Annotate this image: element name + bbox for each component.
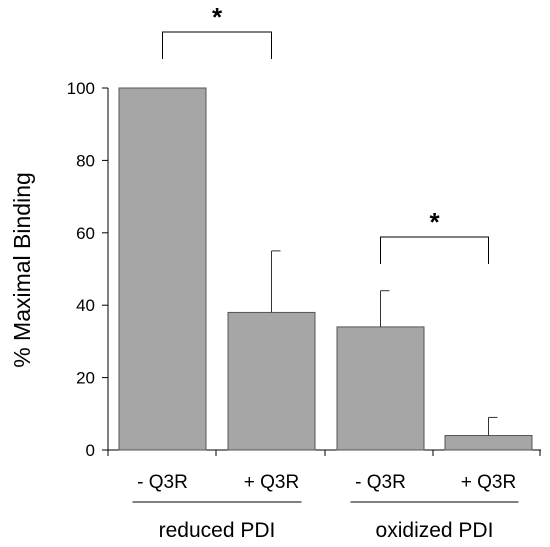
bar: [336, 326, 425, 451]
error-bars: [271, 250, 498, 436]
y-tick-label: 80: [76, 151, 95, 170]
group-label: oxidized PDI: [376, 519, 494, 542]
y-tick-label: 0: [86, 441, 95, 460]
x-tick-label: + Q3R: [461, 472, 516, 493]
y-tick-label: 20: [76, 369, 95, 388]
axes: 0 20 40 60 80 100: [67, 79, 541, 460]
bar: [227, 311, 316, 451]
group-labels: reduced PDI oxidized PDI: [132, 501, 519, 542]
x-tick-label: - Q3R: [355, 472, 406, 493]
y-axis-label: % Maximal Binding: [9, 172, 35, 368]
category-labels: - Q3R + Q3R - Q3R + Q3R: [137, 472, 516, 493]
significance-markers: **: [162, 2, 489, 264]
x-tick-label: - Q3R: [137, 472, 188, 493]
bar: [118, 87, 207, 451]
group-label: reduced PDI: [159, 519, 276, 542]
y-tick-label: 100: [67, 79, 95, 98]
significance-bracket: [162, 31, 272, 59]
significance-star: *: [429, 207, 440, 237]
bar: [444, 435, 533, 451]
y-tick-label: 60: [76, 224, 95, 243]
x-tick-label: + Q3R: [244, 472, 299, 493]
y-tick-label: 40: [76, 296, 95, 315]
bars: [118, 87, 533, 451]
significance-star: *: [212, 2, 223, 32]
significance-bracket: [380, 236, 489, 264]
